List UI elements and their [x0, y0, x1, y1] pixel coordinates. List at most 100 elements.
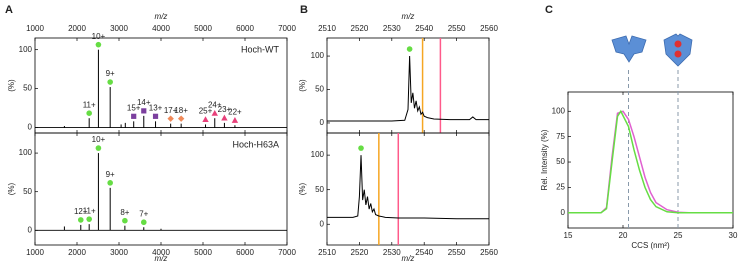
- peak-marker: [122, 217, 128, 224]
- y-axis-label: (%): [7, 182, 16, 195]
- y-axis-label: (%): [7, 79, 16, 92]
- y-tick-label: 100: [552, 106, 566, 115]
- y-tick-label: 25: [556, 183, 565, 192]
- y-tick-label: 0: [28, 123, 33, 132]
- x-tick-label: 2530: [383, 24, 401, 33]
- peak-marker: [152, 113, 159, 119]
- peak-label: 14+: [137, 98, 151, 107]
- peak-label: 25+: [199, 107, 213, 116]
- x-tick-label: 5000: [194, 24, 212, 33]
- chart-title: Hoch-WT: [241, 44, 280, 54]
- peak-marker: [131, 113, 137, 119]
- data-line: [568, 109, 733, 214]
- peak-marker: [211, 110, 218, 116]
- x-tick-label: 2520: [351, 24, 369, 33]
- peak-label: 13+: [149, 103, 163, 112]
- plot-frame: [567, 91, 734, 229]
- peak-marker: [86, 110, 92, 117]
- x-tick-label: 15: [564, 231, 573, 240]
- peak-label: 15+: [127, 103, 141, 112]
- y-tick-label: 0: [561, 208, 566, 217]
- peak-marker: [231, 117, 239, 123]
- x-tick-label: 2550: [448, 248, 466, 257]
- peak-marker: [95, 41, 102, 48]
- x-tick-label: 6000: [236, 24, 254, 33]
- x-tick-label: 1000: [26, 248, 44, 257]
- peak-label: 9+: [106, 69, 115, 78]
- x-tick-label: 7000: [278, 24, 296, 33]
- peak-marker: [95, 145, 102, 151]
- chart-panel: C 15 20 25 30 CCS (nm²) 0 25 50 75 100 Rel. Intensi…: [540, 4, 738, 250]
- panel-letter: C: [545, 4, 553, 16]
- peak-marker: [177, 115, 185, 122]
- peak-marker: [141, 108, 147, 114]
- peak-label: 24+: [208, 100, 222, 109]
- y-tick-label: 50: [315, 185, 324, 194]
- x-tick-label: 2530: [383, 248, 401, 257]
- icon-holo: [663, 33, 693, 67]
- x-tick-label: 3000: [110, 24, 128, 33]
- y-tick-label: 100: [19, 45, 33, 54]
- peak-marker: [167, 115, 174, 122]
- peak-marker: [107, 180, 113, 186]
- panel-letter: A: [5, 4, 13, 16]
- peak-marker: [358, 145, 364, 151]
- x-tick-label: 20: [619, 231, 628, 240]
- x-tick-label: 3000: [110, 248, 128, 257]
- x-tick-label: 2560: [480, 248, 498, 257]
- icon-apo: [611, 35, 647, 63]
- x-tick-label: 2510: [318, 248, 336, 257]
- peak-label: 7+: [139, 209, 148, 218]
- y-axis-label: (%): [298, 79, 307, 92]
- x-tick-label: 2520: [351, 248, 369, 257]
- data-line: [327, 155, 489, 220]
- y-axis-label: Rel. Intensity (%): [540, 129, 549, 190]
- peak-label: 8+: [120, 208, 129, 217]
- peak-label: 12+: [74, 207, 88, 216]
- peak-marker: [221, 114, 228, 121]
- x-tick-label: 4000: [152, 24, 170, 33]
- peak-label: 17+: [164, 106, 178, 115]
- x-axis-label: m/z: [402, 12, 415, 21]
- x-tick-label: 5000: [194, 248, 212, 257]
- chart-panel: A Hoch-WT 1000 2000 3000 4000 5000 6000 7000 m/z 0…: [5, 4, 296, 134]
- x-tick-label: 2550: [448, 24, 466, 33]
- x-axis-label: CCS (nm²): [631, 241, 670, 250]
- chart-panel: 2510 2520 2530 2540 2550 2560 m/z 0 50 100 (%): [298, 132, 498, 263]
- x-tick-label: 2540: [415, 24, 433, 33]
- data-line: [327, 56, 489, 122]
- peak-label: 23+: [218, 105, 232, 114]
- peak-marker: [140, 219, 147, 226]
- peak-marker: [86, 216, 92, 222]
- y-tick-label: 0: [28, 225, 33, 234]
- peak-label: 18+: [174, 106, 188, 115]
- icon-ligand: [674, 50, 682, 58]
- peak-marker: [107, 79, 113, 85]
- x-tick-label: 2000: [68, 24, 86, 33]
- y-tick-label: 100: [19, 148, 33, 157]
- protein-icons: [611, 33, 693, 67]
- y-tick-label: 50: [23, 84, 32, 93]
- y-axis-label: (%): [298, 182, 307, 195]
- x-tick-label: 6000: [236, 248, 254, 257]
- y-tick-label: 50: [315, 85, 324, 94]
- chart-title: Hoch-H63A: [232, 139, 279, 149]
- y-tick-label: 100: [311, 150, 325, 159]
- x-tick-label: 2540: [415, 248, 433, 257]
- x-axis-label: m/z: [402, 254, 415, 263]
- y-tick-label: 75: [556, 132, 565, 141]
- x-axis-label: m/z: [155, 12, 168, 21]
- peak-marker: [77, 217, 84, 223]
- peak-label: 10+: [92, 32, 106, 41]
- x-tick-label: 30: [729, 231, 738, 240]
- y-tick-label: 50: [556, 157, 565, 166]
- x-tick-label: 4000: [152, 248, 170, 257]
- icon-ligand: [674, 40, 682, 48]
- x-tick-label: 2000: [68, 248, 86, 257]
- plot-frame: [34, 132, 288, 246]
- x-tick-label: 2510: [318, 24, 336, 33]
- plot-frame: [326, 37, 490, 134]
- peak-label: 10+: [92, 135, 106, 144]
